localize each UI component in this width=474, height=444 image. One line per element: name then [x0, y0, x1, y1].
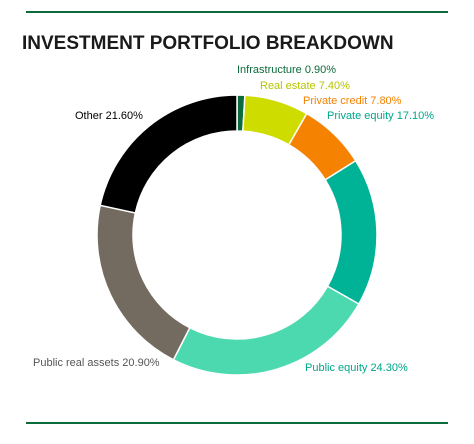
donut-segment — [99, 94, 238, 214]
value-label: 20.90% — [122, 357, 160, 369]
segment-label: Infrastructure 0.90% — [237, 64, 336, 76]
category-name: Real estate — [260, 80, 316, 92]
segment-label: Public real assets 20.90% — [33, 357, 160, 369]
category-name: Private equity — [327, 110, 394, 122]
segment-label: Real estate 7.40% — [260, 80, 350, 92]
value-label: 17.10% — [397, 110, 435, 122]
segment-label: Private credit 7.80% — [303, 95, 402, 107]
value-label: 7.80% — [370, 95, 401, 107]
category-name: Public equity — [305, 362, 368, 374]
chart-title: INVESTMENT PORTFOLIO BREAKDOWN — [22, 33, 394, 54]
category-name: Public real assets — [33, 357, 120, 369]
segment-label: Other 21.60% — [75, 110, 143, 122]
category-name: Other — [75, 110, 103, 122]
category-name: Private credit — [303, 95, 367, 107]
value-label: 24.30% — [370, 362, 408, 374]
value-label: 0.90% — [305, 64, 336, 76]
segment-label: Private equity 17.10% — [327, 110, 434, 122]
category-name: Infrastructure — [237, 64, 302, 76]
segment-label: Public equity 24.30% — [305, 362, 408, 374]
value-label: 7.40% — [319, 80, 350, 92]
value-label: 21.60% — [106, 110, 144, 122]
